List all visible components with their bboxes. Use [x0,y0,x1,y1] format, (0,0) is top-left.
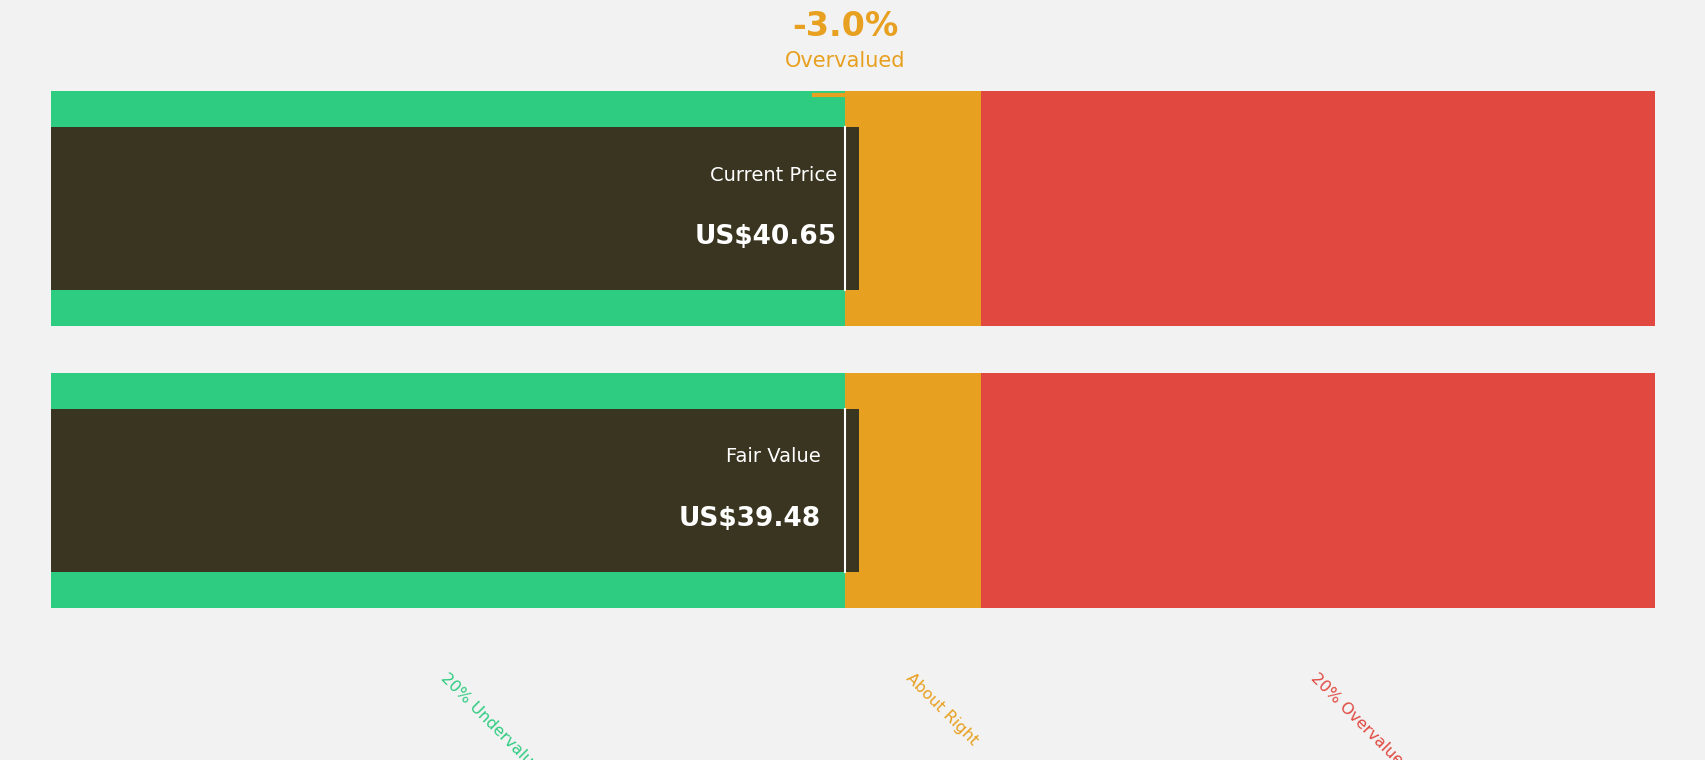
Bar [980,91,1654,326]
Text: 20% Undervalued: 20% Undervalued [436,670,549,760]
Bar [51,409,858,572]
Text: Current Price: Current Price [709,166,837,185]
Bar [980,373,1654,608]
Bar [51,128,858,290]
Bar [51,91,844,326]
Text: US$39.48: US$39.48 [679,506,820,532]
Text: Fair Value: Fair Value [726,448,820,467]
Text: US$40.65: US$40.65 [694,224,837,250]
Bar [51,373,844,608]
Bar [844,373,980,608]
Text: About Right: About Right [902,670,980,748]
Text: -3.0%: -3.0% [791,10,897,43]
Bar [844,91,980,326]
Text: 20% Overvalued: 20% Overvalued [1306,670,1412,760]
Text: Overvalued: Overvalued [784,51,905,71]
